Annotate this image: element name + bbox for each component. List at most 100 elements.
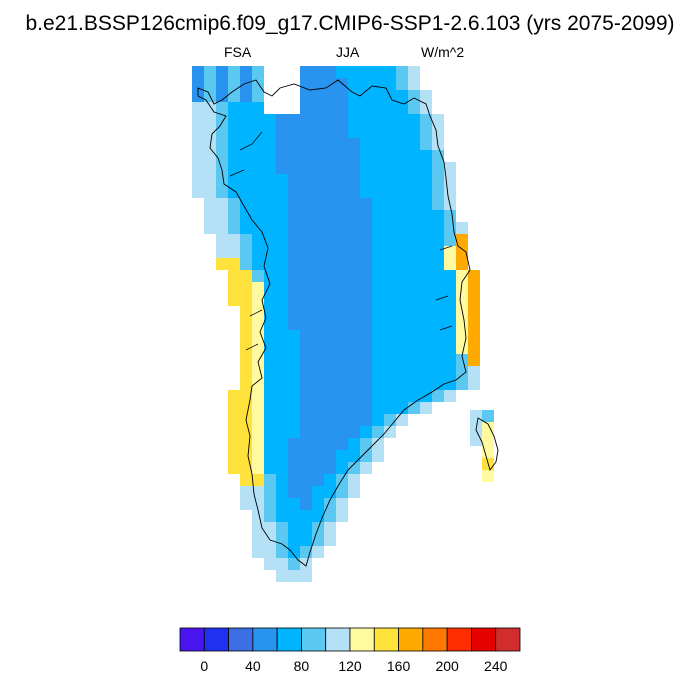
field-cell xyxy=(240,246,252,258)
field-cell xyxy=(360,366,372,378)
field-cell xyxy=(252,282,264,294)
field-cell xyxy=(264,126,276,138)
colorbar-box xyxy=(495,627,521,652)
field-cell xyxy=(432,390,444,402)
field-cell xyxy=(408,138,420,150)
field-cell xyxy=(204,114,216,126)
field-cell xyxy=(276,450,288,462)
field-cell xyxy=(396,198,408,210)
field-cell xyxy=(432,378,444,390)
field-cell xyxy=(240,486,252,498)
field-cell xyxy=(360,390,372,402)
field-cell xyxy=(408,114,420,126)
coastline xyxy=(197,79,471,567)
field-cell xyxy=(396,90,408,102)
field-cell xyxy=(372,306,384,318)
field-cell xyxy=(204,78,216,90)
field-cell xyxy=(204,186,216,198)
field-cell xyxy=(432,354,444,366)
field-cell xyxy=(420,330,432,342)
field-cell xyxy=(482,446,494,458)
field-cell xyxy=(372,438,384,450)
colorbar-tick-label: 0 xyxy=(200,658,208,674)
field-cell xyxy=(396,342,408,354)
field-cell xyxy=(240,66,252,78)
field-cell xyxy=(252,330,264,342)
field-cell xyxy=(336,198,348,210)
field-cell xyxy=(264,402,276,414)
field-cell xyxy=(228,138,240,150)
field-cell xyxy=(276,486,288,498)
field-cell xyxy=(360,222,372,234)
field-cell xyxy=(276,474,288,486)
field-cell xyxy=(372,222,384,234)
field-cell xyxy=(228,162,240,174)
field-cell xyxy=(444,390,456,402)
field-cell xyxy=(456,270,468,282)
field-cell xyxy=(288,270,300,282)
field-cell xyxy=(456,294,468,306)
field-cell xyxy=(252,474,264,486)
field-cell xyxy=(276,306,288,318)
field-cell xyxy=(300,66,312,78)
colorbar-box xyxy=(373,627,399,652)
field-cell xyxy=(408,294,420,306)
field-cell xyxy=(312,282,324,294)
field-cell xyxy=(324,414,336,426)
field-cell xyxy=(264,174,276,186)
field-cell xyxy=(252,234,264,246)
field-cell xyxy=(444,162,456,174)
field-cell xyxy=(288,222,300,234)
field-cell xyxy=(384,186,396,198)
field-cell xyxy=(372,138,384,150)
field-cell xyxy=(348,318,360,330)
field-cell xyxy=(312,138,324,150)
field-cell xyxy=(384,378,396,390)
field-cell xyxy=(288,186,300,198)
field-cell xyxy=(312,90,324,102)
field-cell xyxy=(312,186,324,198)
field-cell xyxy=(288,450,300,462)
field-cell xyxy=(300,246,312,258)
field-cell xyxy=(336,498,348,510)
field-cell xyxy=(384,114,396,126)
field-cell xyxy=(420,378,432,390)
field-cell xyxy=(336,282,348,294)
field-cell xyxy=(384,294,396,306)
field-cell xyxy=(324,162,336,174)
field-cell xyxy=(324,450,336,462)
field-cell xyxy=(420,282,432,294)
field-cell xyxy=(300,282,312,294)
field-cell xyxy=(360,210,372,222)
field-cell xyxy=(324,318,336,330)
field-cell xyxy=(216,222,228,234)
field-cell xyxy=(264,546,276,558)
field-cell xyxy=(432,246,444,258)
field-cell xyxy=(312,486,324,498)
field-cell xyxy=(408,174,420,186)
field-cell xyxy=(384,78,396,90)
field-cell xyxy=(384,234,396,246)
field-cell xyxy=(228,258,240,270)
field-cell xyxy=(432,186,444,198)
field-cell xyxy=(300,486,312,498)
field-cell xyxy=(396,78,408,90)
field-cell xyxy=(228,126,240,138)
field-cell xyxy=(420,390,432,402)
field-cell xyxy=(300,354,312,366)
field-cell xyxy=(456,222,468,234)
field-cell xyxy=(396,330,408,342)
field-cell xyxy=(348,210,360,222)
field-cell xyxy=(360,462,372,474)
field-cell xyxy=(360,330,372,342)
field-cell xyxy=(336,330,348,342)
field-cell xyxy=(384,150,396,162)
field-cell xyxy=(444,234,456,246)
field-cell xyxy=(300,222,312,234)
field-cell xyxy=(228,114,240,126)
field-cell xyxy=(420,306,432,318)
field-cell xyxy=(408,366,420,378)
field-cell xyxy=(408,78,420,90)
field-cell xyxy=(288,318,300,330)
field-cell xyxy=(264,450,276,462)
